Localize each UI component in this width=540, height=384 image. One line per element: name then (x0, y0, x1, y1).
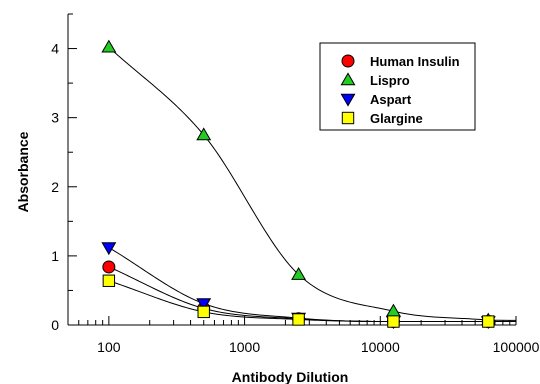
legend: Human Insulin Lispro Aspart Glargine (319, 42, 476, 131)
series-curve (108, 247, 516, 323)
markers-layer (101, 39, 496, 330)
x-tick-label: 1000 (229, 339, 260, 355)
data-point (197, 305, 210, 319)
x-axis-title: Antibody Dilution (232, 369, 349, 384)
legend-swatch (340, 72, 356, 86)
legend-swatch (340, 93, 356, 107)
legend-entry-label: Glargine (370, 111, 423, 126)
axes-layer (67, 14, 516, 326)
data-point (291, 266, 307, 280)
x-tick-label: 100000 (493, 339, 540, 355)
y-tick-label: 4 (51, 41, 59, 57)
data-point (482, 315, 495, 328)
legend-swatch (341, 111, 355, 125)
x-tick-label: 100 (97, 339, 121, 355)
data-point (292, 313, 305, 326)
y-tick-label: 2 (51, 179, 59, 195)
data-point (387, 315, 400, 328)
legend-entry-label: Lispro (370, 73, 410, 88)
data-point (102, 274, 116, 287)
data-point (101, 242, 117, 256)
legend-entry-label: Human Insulin (370, 54, 460, 69)
legend-entry-label: Aspart (370, 92, 412, 107)
y-tick-label: 0 (51, 317, 59, 333)
x-tick-label: 10000 (361, 339, 400, 355)
y-axis-title: Absorbance (15, 131, 31, 212)
y-tick-label: 3 (51, 110, 59, 126)
data-point (102, 260, 116, 274)
y-tick-label: 1 (51, 248, 59, 264)
series-curve (108, 266, 516, 323)
ticks-layer: 100 1000 10000 100000 0 1 2 3 4 (51, 13, 540, 355)
data-point (196, 127, 212, 141)
data-point (196, 298, 212, 312)
data-point (101, 39, 117, 53)
legend-swatch (341, 54, 355, 68)
